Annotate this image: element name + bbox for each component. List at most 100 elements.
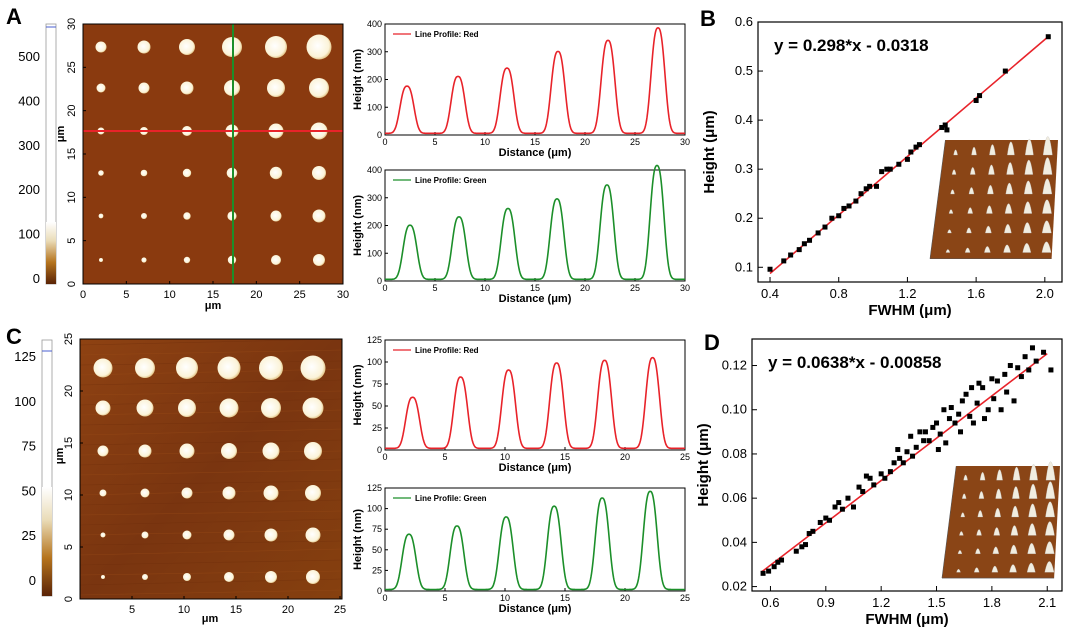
x-tick-label: 10 <box>500 452 510 462</box>
x-tick-label: 1.5 <box>927 595 945 610</box>
scatter-point <box>956 411 962 417</box>
afm-dot <box>181 487 193 499</box>
scatter-point <box>829 215 835 221</box>
tick-label: 5 <box>129 604 135 616</box>
y-tick-label: 0.6 <box>735 14 753 29</box>
scatter-point <box>913 444 919 450</box>
y-axis-label: Height (nm) <box>352 509 364 570</box>
afm-dot <box>306 570 320 584</box>
scatter-point <box>917 429 923 435</box>
scatter-point <box>969 385 975 391</box>
scatter-point <box>793 548 799 554</box>
scatter-point <box>977 93 983 99</box>
scatter-point <box>976 380 982 386</box>
tick-label: 15 <box>207 289 219 301</box>
inset-peak <box>985 225 992 234</box>
afm-dot <box>98 213 104 219</box>
tick-label: 25 <box>294 289 306 301</box>
panel-label-c: C <box>6 324 22 349</box>
colorbar-tick-label: 50 <box>22 483 36 498</box>
scatter-point <box>985 407 991 413</box>
x-tick-label: 0 <box>382 593 387 603</box>
panel-label-b: B <box>700 6 716 31</box>
scatter-point <box>796 247 802 253</box>
inset-peak <box>1010 525 1019 536</box>
scatter-point <box>853 198 859 204</box>
afm-texture-line <box>79 379 343 386</box>
tick-label: 15 <box>66 148 78 160</box>
panel-label-d: D <box>704 330 720 355</box>
scatter-point <box>832 504 838 510</box>
afm-dot <box>264 528 278 542</box>
y-tick-label: 75 <box>372 524 382 534</box>
scatter-point <box>934 420 940 426</box>
colorbar-a-fill <box>46 222 56 284</box>
afm-dot <box>305 485 321 501</box>
inset-peak <box>988 164 995 175</box>
x-tick-label: 0 <box>382 452 387 462</box>
scatter-point <box>887 469 893 475</box>
y-tick-label: 100 <box>367 357 382 367</box>
tick-label: 20 <box>250 289 262 301</box>
inset-peak <box>975 548 981 554</box>
inset-peak <box>1042 136 1053 156</box>
tick-label: 0 <box>63 596 75 602</box>
x-tick-label: 25 <box>630 137 640 147</box>
scatter-point <box>1002 68 1008 74</box>
scatter-point <box>908 149 914 155</box>
x-tick-label: 5 <box>432 283 437 293</box>
tick-label: 30 <box>66 18 78 30</box>
afm-dot <box>176 357 198 379</box>
x-tick-label: 30 <box>680 137 690 147</box>
scatter-point <box>913 144 919 150</box>
scatter-point <box>939 124 945 130</box>
scatter-chart-d: 0.6 0.9 1.2 1.5 1.8 2.1 0.02 0.04 0.06 0.08 0.10 0.… <box>695 338 1063 628</box>
fit-equation: y = 0.298*x - 0.0318 <box>774 36 929 55</box>
colorbar-tick-label: 200 <box>18 182 40 197</box>
y-tick-label: 100 <box>367 248 382 258</box>
afm-texture-line <box>79 360 343 366</box>
scatter-point <box>1022 354 1028 360</box>
x-tick-label: 10 <box>480 137 490 147</box>
scatter-point <box>879 169 885 175</box>
afm-dot <box>221 443 237 459</box>
afm-dot <box>182 530 192 540</box>
afm-dot <box>180 81 194 95</box>
tick-label: 10 <box>164 289 176 301</box>
inset-peak <box>968 187 975 195</box>
y-tick-label: 300 <box>367 47 382 57</box>
legend-label: Line Profile: Red <box>415 346 479 355</box>
inset-peak <box>978 491 985 499</box>
scatter-point <box>998 407 1004 413</box>
scatter-point <box>959 398 965 404</box>
scatter-point <box>952 420 958 426</box>
scatter-point <box>767 266 773 272</box>
scatter-point <box>779 557 785 563</box>
afm-dot <box>259 356 283 380</box>
afm-dot <box>140 169 148 177</box>
scatter-point <box>916 142 922 148</box>
afm-dot <box>100 532 106 538</box>
inset-axis <box>941 465 957 579</box>
scatter-point <box>1029 345 1035 351</box>
afm-texture-line <box>79 458 343 466</box>
tick-label: 20 <box>66 105 78 117</box>
afm-panel-c: 0 25 50 75 100 125 0 5 10 15 20 25 5 10 15 20 25 μm μm <box>14 333 346 625</box>
afm-c-y-ticks: 0 5 10 15 20 25 <box>63 333 83 602</box>
afm-texture-line <box>79 499 343 506</box>
x-tick-label: 25 <box>680 452 690 462</box>
inset-peak <box>960 512 965 518</box>
x-tick-label: 30 <box>680 283 690 293</box>
afm-texture-line <box>79 510 343 516</box>
inset-peak <box>1044 561 1055 573</box>
scatter-point <box>942 122 948 128</box>
scatter-point <box>958 429 964 435</box>
inset-peak <box>1045 461 1056 481</box>
inset-peak <box>993 527 1000 536</box>
scatter-point <box>1015 365 1021 371</box>
afm-dot <box>182 168 192 178</box>
afm-texture-line <box>79 480 343 486</box>
x-tick-label: 20 <box>580 137 590 147</box>
scatter-point <box>1048 367 1054 373</box>
